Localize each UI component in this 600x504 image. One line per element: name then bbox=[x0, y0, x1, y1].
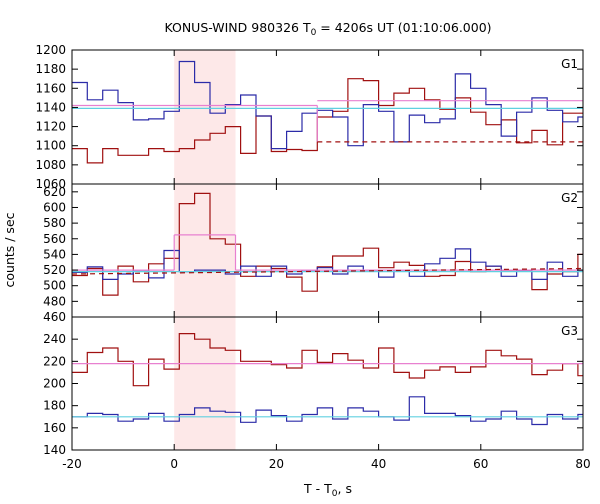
panel-g3: 140 160 180 200 220 240 G3 bbox=[43, 316, 584, 457]
y-tick-label: 540 bbox=[43, 247, 66, 261]
y-tick-label: 620 bbox=[43, 185, 66, 199]
series-step-line bbox=[72, 396, 583, 426]
x-tick-label: -20 bbox=[62, 457, 82, 471]
x-axis-label: T - T0, s bbox=[303, 481, 352, 499]
y-tick-label: 460 bbox=[43, 310, 66, 324]
y-tick-label: 140 bbox=[43, 443, 66, 457]
y-tick-label: 240 bbox=[43, 332, 66, 346]
x-tick-label: 60 bbox=[473, 457, 488, 471]
y-tick-label: 600 bbox=[43, 200, 66, 214]
panel-label: G2 bbox=[561, 191, 578, 205]
y-tick-label: 180 bbox=[43, 399, 66, 413]
y-tick-label: 1160 bbox=[35, 81, 66, 95]
panels: 1060 1080 1100 1120 1140 1160 1180 1200 G1 460 480… bbox=[35, 43, 590, 471]
panel-label: G3 bbox=[561, 324, 578, 338]
y-tick-label: 500 bbox=[43, 279, 66, 293]
series-step-line bbox=[72, 60, 583, 150]
y-tick-label: 480 bbox=[43, 294, 66, 308]
panel-frame bbox=[71, 183, 584, 318]
y-tick-label: 1200 bbox=[35, 43, 66, 57]
highlight-band bbox=[174, 184, 236, 317]
y-tick-label: 220 bbox=[43, 354, 66, 368]
series-step-line bbox=[72, 192, 583, 296]
y-tick-label: 1180 bbox=[35, 62, 66, 76]
x-tick-label: 20 bbox=[269, 457, 284, 471]
series-step-line bbox=[72, 248, 583, 280]
y-axis-label: counts / sec bbox=[2, 212, 17, 287]
y-tick-label: 1100 bbox=[35, 139, 66, 153]
dashed-level-line bbox=[72, 267, 583, 275]
highlight-band bbox=[174, 317, 236, 450]
y-tick-label: 160 bbox=[43, 421, 66, 435]
panel-label: G1 bbox=[561, 57, 578, 71]
series-group bbox=[72, 192, 583, 296]
y-tick-label: 1060 bbox=[35, 177, 66, 191]
y-tick-label: 520 bbox=[43, 263, 66, 277]
x-tick-label: 0 bbox=[170, 457, 178, 471]
y-tick-label: 560 bbox=[43, 232, 66, 246]
x-tick-label: 40 bbox=[371, 457, 386, 471]
x-tick-label: 80 bbox=[575, 457, 590, 471]
chart-title: KONUS-WIND 980326 T0 = 4206s UT (01:10:0… bbox=[164, 20, 491, 38]
series-group bbox=[72, 60, 583, 164]
y-tick-label: 580 bbox=[43, 216, 66, 230]
y-tick-label: 200 bbox=[43, 377, 66, 391]
y-tick-label: 1140 bbox=[35, 100, 66, 114]
y-tick-label: 1120 bbox=[35, 120, 66, 134]
series-step-line bbox=[72, 78, 583, 164]
panel-g1: 1060 1080 1100 1120 1140 1160 1180 1200 G1 bbox=[35, 43, 584, 191]
series-group bbox=[72, 333, 583, 426]
highlight-band bbox=[174, 50, 236, 184]
y-tick-label: 1080 bbox=[35, 158, 66, 172]
series-step-line bbox=[72, 333, 583, 387]
